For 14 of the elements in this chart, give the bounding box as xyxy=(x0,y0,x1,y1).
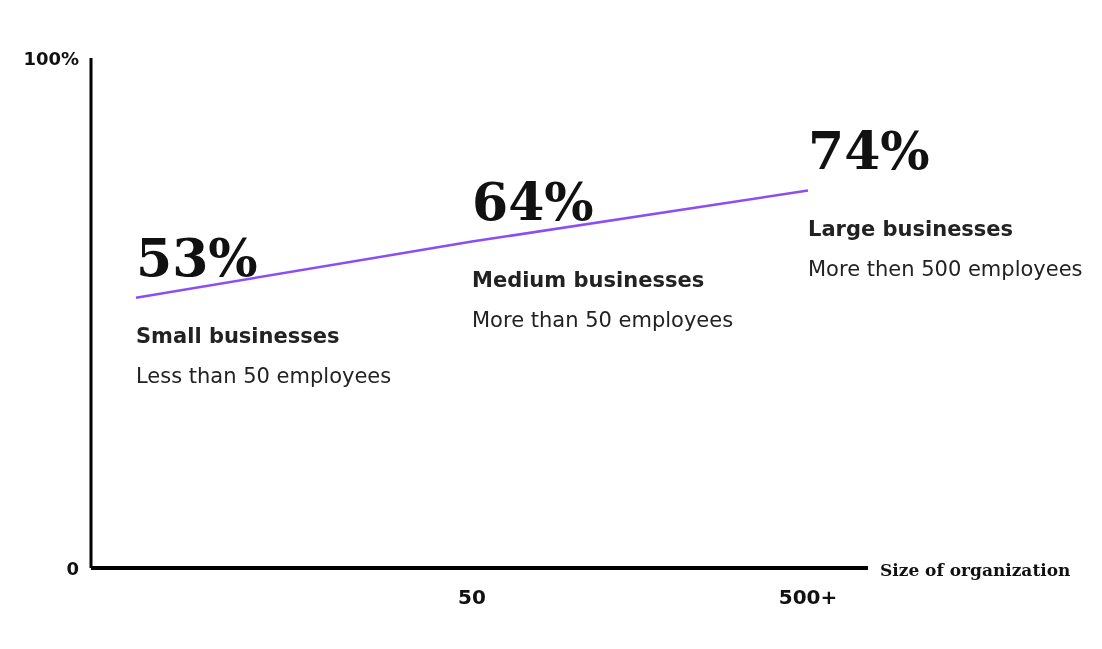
data-label: 53% xyxy=(136,226,258,288)
data-label: 74% xyxy=(808,119,930,181)
annotation: Less than 50 employees xyxy=(136,363,392,388)
y-tick-label: 0 xyxy=(66,557,79,579)
annotation: Small businesses xyxy=(136,323,340,348)
annotation: Medium businesses xyxy=(472,267,705,292)
data-label: 64% xyxy=(472,170,594,232)
x-tick-label: 500+ xyxy=(778,585,838,610)
annotation: More than 50 employees xyxy=(472,307,734,332)
x-axis-title: Size of organization xyxy=(880,560,1071,580)
y-tick-label: 100% xyxy=(23,47,79,69)
annotation: More then 500 employees xyxy=(808,256,1083,281)
annotation: Large businesses xyxy=(808,216,1014,241)
x-tick-label: 50 xyxy=(458,585,486,610)
